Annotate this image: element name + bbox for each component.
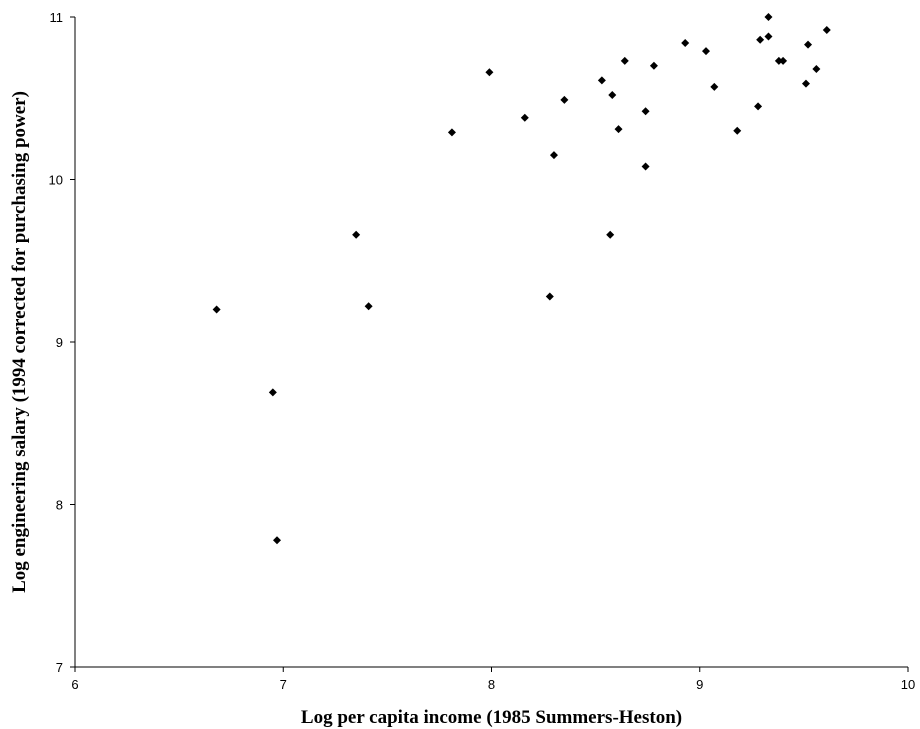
data-points xyxy=(212,13,831,545)
y-tick-label: 10 xyxy=(49,173,63,188)
data-point xyxy=(545,292,554,301)
data-point xyxy=(597,76,606,85)
data-point xyxy=(764,32,773,41)
x-axis-title: Log per capita income (1985 Summers-Hest… xyxy=(301,707,682,728)
data-point xyxy=(614,125,623,134)
data-point xyxy=(549,151,558,160)
data-point xyxy=(801,79,810,88)
data-point xyxy=(756,35,765,44)
data-point xyxy=(774,56,783,65)
data-point xyxy=(754,102,763,111)
data-point xyxy=(701,47,710,56)
data-point xyxy=(273,536,282,545)
data-point xyxy=(681,39,690,47)
data-point xyxy=(822,26,831,34)
x-tick-label: 9 xyxy=(696,677,703,692)
x-tick-label: 7 xyxy=(280,677,287,692)
x-axis-ticks: 6 7 8 9 10 xyxy=(71,667,915,692)
data-point xyxy=(804,40,813,49)
data-point xyxy=(560,95,569,104)
y-tick-label: 7 xyxy=(56,660,63,675)
x-tick-label: 6 xyxy=(71,677,78,692)
y-tick-label: 8 xyxy=(56,498,63,513)
data-point xyxy=(710,82,719,91)
data-point xyxy=(649,61,658,70)
data-point xyxy=(364,302,373,311)
y-tick-label: 11 xyxy=(50,10,64,25)
data-point xyxy=(606,230,615,239)
y-axis-ticks: 7 8 9 10 11 xyxy=(49,10,75,675)
data-point xyxy=(268,388,277,397)
data-point xyxy=(641,107,650,116)
data-point xyxy=(764,13,773,21)
x-tick-label: 10 xyxy=(901,677,915,692)
data-point xyxy=(212,305,221,314)
data-point xyxy=(641,162,650,171)
data-point xyxy=(352,230,361,239)
data-point xyxy=(779,56,788,65)
data-point xyxy=(733,126,742,135)
data-point xyxy=(812,65,821,73)
data-point xyxy=(485,68,494,77)
data-point xyxy=(447,128,456,137)
x-tick-label: 8 xyxy=(488,677,495,692)
data-point xyxy=(520,113,529,122)
data-point xyxy=(620,56,629,65)
y-tick-label: 9 xyxy=(56,335,63,350)
data-point xyxy=(608,91,617,99)
y-axis-title: Log engineering salary (1994 corrected f… xyxy=(9,91,30,593)
